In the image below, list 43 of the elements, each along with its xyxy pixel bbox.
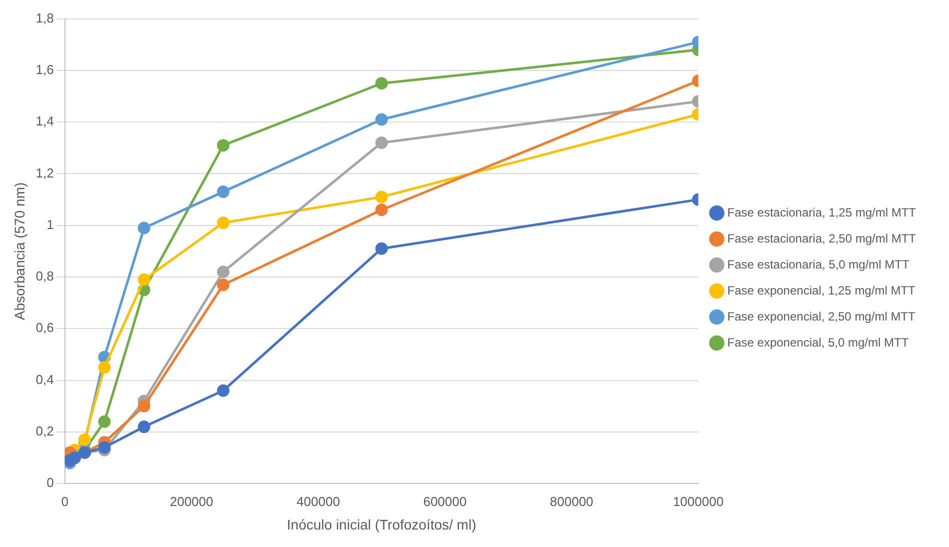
- point: [216, 216, 230, 230]
- point: [216, 266, 230, 278]
- legend-label: Fase estacionaria, 1,25 mg/ml MTT: [727, 205, 917, 220]
- point: [216, 278, 230, 292]
- y-tick-label: 0: [46, 475, 54, 490]
- y-tick-label: 0,2: [36, 424, 54, 439]
- x-tick-label: 800000: [550, 494, 594, 509]
- y-tick-label: 0,6: [36, 320, 54, 336]
- point: [138, 400, 150, 412]
- point: [216, 186, 230, 198]
- point: [375, 190, 388, 204]
- point: [98, 441, 111, 454]
- y-tick-label: 1,6: [36, 62, 54, 78]
- point: [98, 415, 111, 428]
- point: [375, 77, 388, 90]
- legend-label: Fase exponencial, 2,50 mg/ml MTT: [727, 309, 916, 324]
- x-axis-title: Inóculo inicial (Trofozoítos/ ml): [286, 516, 476, 532]
- y-tick-label: 0,8: [36, 268, 54, 284]
- x-tick-label: 400000: [296, 494, 340, 509]
- point: [216, 384, 230, 397]
- legend-label: Fase estacionaria, 2,50 mg/ml MTT: [727, 231, 917, 246]
- point: [98, 361, 111, 374]
- point: [138, 222, 150, 234]
- point: [375, 113, 388, 126]
- y-tick-label: 1,8: [36, 10, 54, 26]
- x-tick-label: 0: [61, 494, 68, 509]
- point: [216, 139, 230, 152]
- x-tick-label: 200000: [170, 494, 214, 509]
- y-tick-label: 1: [46, 216, 54, 232]
- point: [138, 273, 150, 286]
- legend-label: Fase exponencial, 1,25 mg/ml MTT: [727, 283, 916, 298]
- y-axis-title: Absorbancia (570 nm): [11, 182, 28, 320]
- y-tick-label: 1,4: [36, 114, 54, 129]
- point: [375, 242, 388, 255]
- legend-label: Fase estacionaria, 5,0 mg/ml MTT: [727, 257, 910, 272]
- point: [138, 420, 150, 434]
- legend-label: Fase exponencial, 5,0 mg/ml MTT: [727, 335, 910, 350]
- x-tick-label: 600000: [423, 494, 467, 509]
- point: [375, 136, 388, 149]
- y-tick-label: 0,4: [36, 372, 54, 387]
- y-tick-label: 1,2: [36, 165, 54, 180]
- x-tick-label: 1000000: [672, 494, 724, 509]
- point: [375, 204, 388, 216]
